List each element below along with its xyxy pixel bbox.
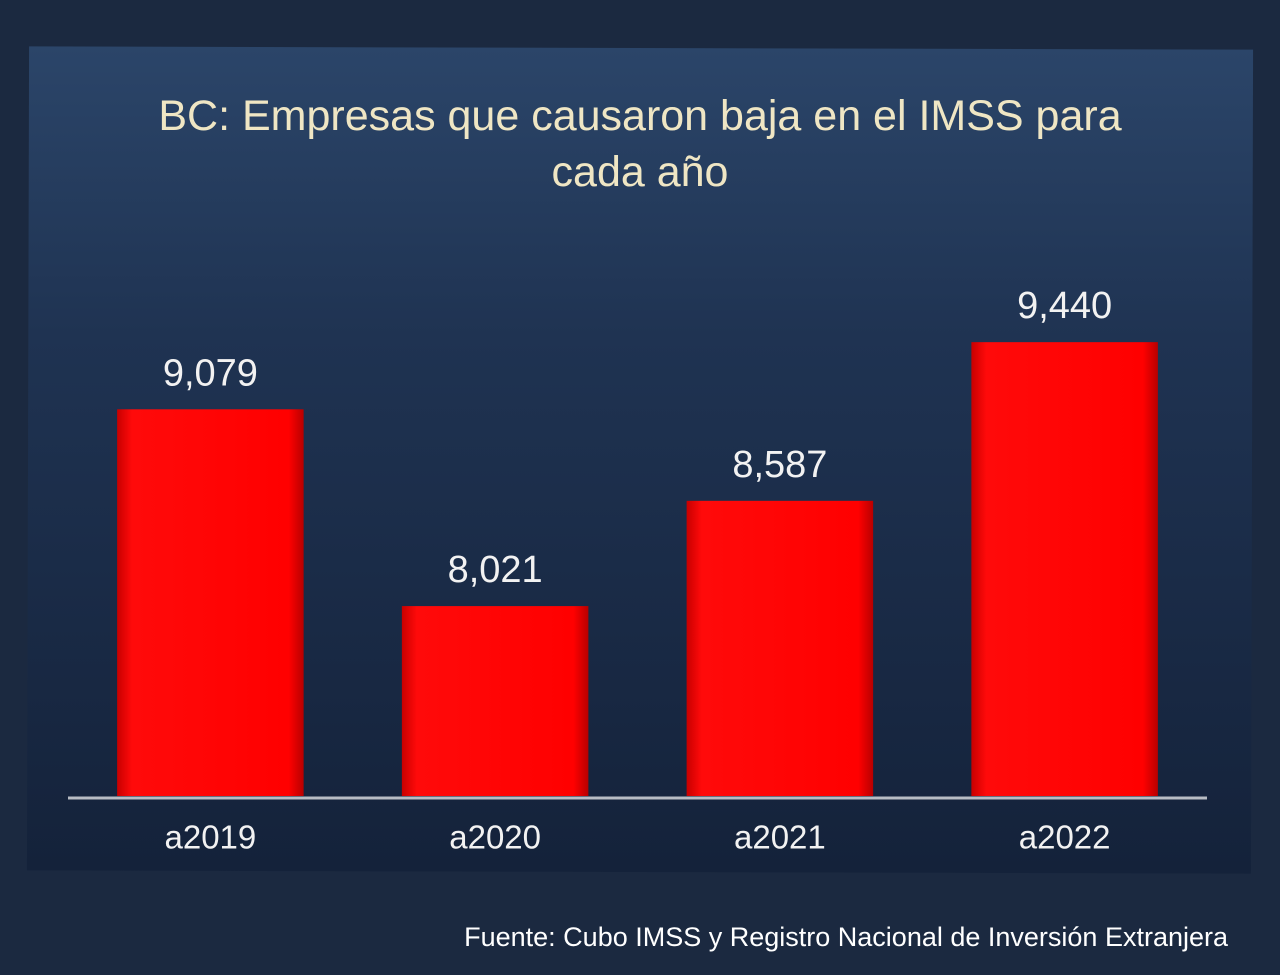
value-label: 9,440 [1017, 285, 1112, 327]
x-tick-label: a2020 [449, 819, 541, 856]
value-label: 8,021 [448, 549, 543, 591]
value-label: 8,587 [732, 444, 827, 486]
bar [401, 606, 589, 796]
source-note: Fuente: Cubo IMSS y Registro Nacional de… [464, 922, 1228, 952]
x-tick-label: a2021 [734, 819, 826, 856]
x-tick-label: a2019 [164, 819, 256, 856]
bar [686, 500, 874, 796]
bar [117, 409, 304, 796]
value-label: 9,079 [163, 352, 258, 394]
chart-title: BC: Empresas que causaron baja en el IMS… [158, 92, 1122, 196]
x-tick-label: a2022 [1019, 819, 1111, 856]
bar [971, 342, 1158, 796]
